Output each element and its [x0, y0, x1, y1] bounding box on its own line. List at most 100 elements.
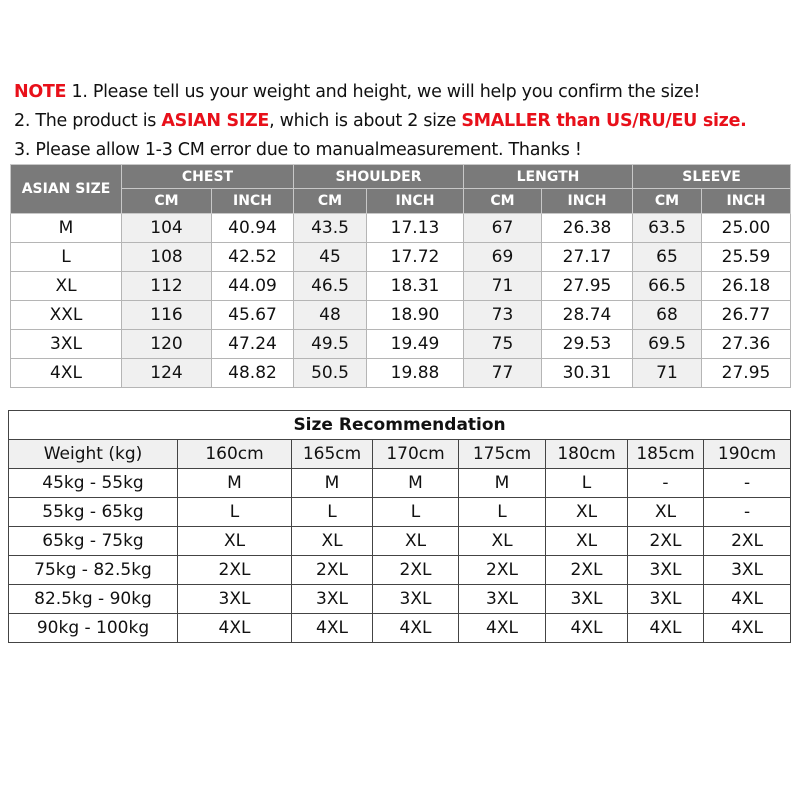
- recommended-size: 4XL: [177, 613, 292, 643]
- table-row: 3XL 120 47.24 49.5 19.49 75 29.53 69.5 27.36: [10, 329, 791, 359]
- group-header-length: LENGTH: [463, 164, 633, 189]
- size-label: M: [10, 213, 122, 243]
- measurement-cell: 116: [121, 300, 212, 330]
- size-column-header: ASIAN SIZE: [10, 164, 122, 214]
- recommended-size: L: [372, 497, 459, 527]
- group-header-chest: CHEST: [121, 164, 294, 189]
- recommendation-header-row: Weight (kg) 160cm 165cm 170cm 175cm 180cm 185c…: [8, 439, 792, 469]
- recommended-size: L: [545, 468, 628, 498]
- measurement-cell: 69.5: [632, 329, 702, 359]
- measurement-cell: 27.95: [541, 271, 633, 301]
- unit-header-inch: INCH: [541, 188, 633, 214]
- height-header: 175cm: [458, 439, 546, 469]
- note-line-2: 2. The product is ASIAN SIZE, which is a…: [14, 107, 747, 136]
- unit-header-inch: INCH: [211, 188, 294, 214]
- size-chart-table: ASIAN SIZE CHEST SHOULDER LENGTH SLEEVE CM IN…: [10, 164, 791, 388]
- unit-header-cm: CM: [293, 188, 367, 214]
- measurement-cell: 67: [463, 213, 542, 243]
- measurement-cell: 29.53: [541, 329, 633, 359]
- recommended-size: M: [177, 468, 292, 498]
- recommended-size: 3XL: [372, 584, 459, 614]
- recommended-size: 4XL: [627, 613, 704, 643]
- size-label: 3XL: [10, 329, 122, 359]
- recommended-size: -: [702, 468, 792, 498]
- measurement-cell: 65: [632, 242, 702, 272]
- measurement-cell: 49.5: [293, 329, 367, 359]
- recommended-size: 2XL: [177, 555, 292, 585]
- table-row: 45kg - 55kg M M M M L - -: [8, 468, 792, 498]
- table-row: 82.5kg - 90kg 3XL 3XL 3XL 3XL 3XL 3XL 4XL: [8, 584, 792, 614]
- recommended-size: 4XL: [372, 613, 459, 643]
- table-row: 4XL 124 48.82 50.5 19.88 77 30.31 71 27.95: [10, 358, 791, 388]
- measurement-cell: 26.18: [701, 271, 791, 301]
- recommended-size: -: [627, 468, 704, 498]
- unit-header-cm: CM: [121, 188, 212, 214]
- height-header: 190cm: [702, 439, 792, 469]
- height-header: 170cm: [372, 439, 459, 469]
- recommended-size: 3XL: [291, 584, 373, 614]
- table-row: 75kg - 82.5kg 2XL 2XL 2XL 2XL 2XL 3XL 3XL: [8, 555, 792, 585]
- note-2-text-c: , which is about 2 size: [269, 111, 462, 131]
- table-row: XL 112 44.09 46.5 18.31 71 27.95 66.5 26.18: [10, 271, 791, 301]
- weight-range: 90kg - 100kg: [8, 613, 178, 643]
- measurement-cell: 28.74: [541, 300, 633, 330]
- recommended-size: 3XL: [627, 584, 704, 614]
- recommended-size: 3XL: [627, 555, 704, 585]
- height-header: 185cm: [627, 439, 704, 469]
- measurement-cell: 48: [293, 300, 367, 330]
- measurement-cell: 44.09: [211, 271, 294, 301]
- recommended-size: -: [702, 497, 792, 527]
- recommended-size: 4XL: [291, 613, 373, 643]
- size-notes: NOTE 1. Please tell us your weight and h…: [14, 78, 747, 165]
- measurement-cell: 68: [632, 300, 702, 330]
- measurement-cell: 30.31: [541, 358, 633, 388]
- recommended-size: 2XL: [291, 555, 373, 585]
- recommended-size: M: [372, 468, 459, 498]
- height-header: 165cm: [291, 439, 373, 469]
- measurement-cell: 48.82: [211, 358, 294, 388]
- recommended-size: 4XL: [702, 584, 792, 614]
- measurement-cell: 27.36: [701, 329, 791, 359]
- measurement-cell: 27.17: [541, 242, 633, 272]
- measurement-cell: 73: [463, 300, 542, 330]
- recommended-size: L: [458, 497, 546, 527]
- size-label: 4XL: [10, 358, 122, 388]
- measurement-cell: 50.5: [293, 358, 367, 388]
- measurement-cell: 108: [121, 242, 212, 272]
- measurement-cell: 124: [121, 358, 212, 388]
- recommended-size: M: [291, 468, 373, 498]
- table-row: XXL 116 45.67 48 18.90 73 28.74 68 26.77: [10, 300, 791, 330]
- recommended-size: L: [291, 497, 373, 527]
- unit-header-cm: CM: [463, 188, 542, 214]
- asian-size-highlight: ASIAN SIZE: [161, 111, 270, 131]
- recommended-size: 2XL: [372, 555, 459, 585]
- unit-header-cm: CM: [632, 188, 702, 214]
- weight-range: 75kg - 82.5kg: [8, 555, 178, 585]
- weight-range: 82.5kg - 90kg: [8, 584, 178, 614]
- measurement-cell: 26.77: [701, 300, 791, 330]
- smaller-highlight: SMALLER than US/RU/EU size: [461, 111, 741, 131]
- note-line-3: 3. Please allow 1-3 CM error due to manu…: [14, 140, 582, 160]
- recommendation-title: Size Recommendation: [7, 410, 792, 440]
- table-row: 55kg - 65kg L L L L XL XL -: [8, 497, 792, 527]
- recommended-size: 2XL: [627, 526, 704, 556]
- note-1-text: 1. Please tell us your weight and height…: [66, 82, 701, 102]
- note-2-period: .: [740, 111, 747, 131]
- group-header-shoulder: SHOULDER: [293, 164, 464, 189]
- measurement-cell: 112: [121, 271, 212, 301]
- recommended-size: 3XL: [458, 584, 546, 614]
- table-row: M 104 40.94 43.5 17.13 67 26.38 63.5 25.00: [10, 213, 791, 243]
- measurement-cell: 17.72: [366, 242, 464, 272]
- table-row: L 108 42.52 45 17.72 69 27.17 65 25.59: [10, 242, 791, 272]
- note-label: NOTE: [14, 82, 67, 102]
- recommended-size: XL: [627, 497, 704, 527]
- size-label: XL: [10, 271, 122, 301]
- weight-header: Weight (kg): [8, 439, 178, 469]
- recommended-size: XL: [291, 526, 373, 556]
- measurement-cell: 42.52: [211, 242, 294, 272]
- recommended-size: 3XL: [545, 584, 628, 614]
- recommended-size: 4XL: [458, 613, 546, 643]
- size-label: XXL: [10, 300, 122, 330]
- table-row: 65kg - 75kg XL XL XL XL XL 2XL 2XL: [8, 526, 792, 556]
- size-label: L: [10, 242, 122, 272]
